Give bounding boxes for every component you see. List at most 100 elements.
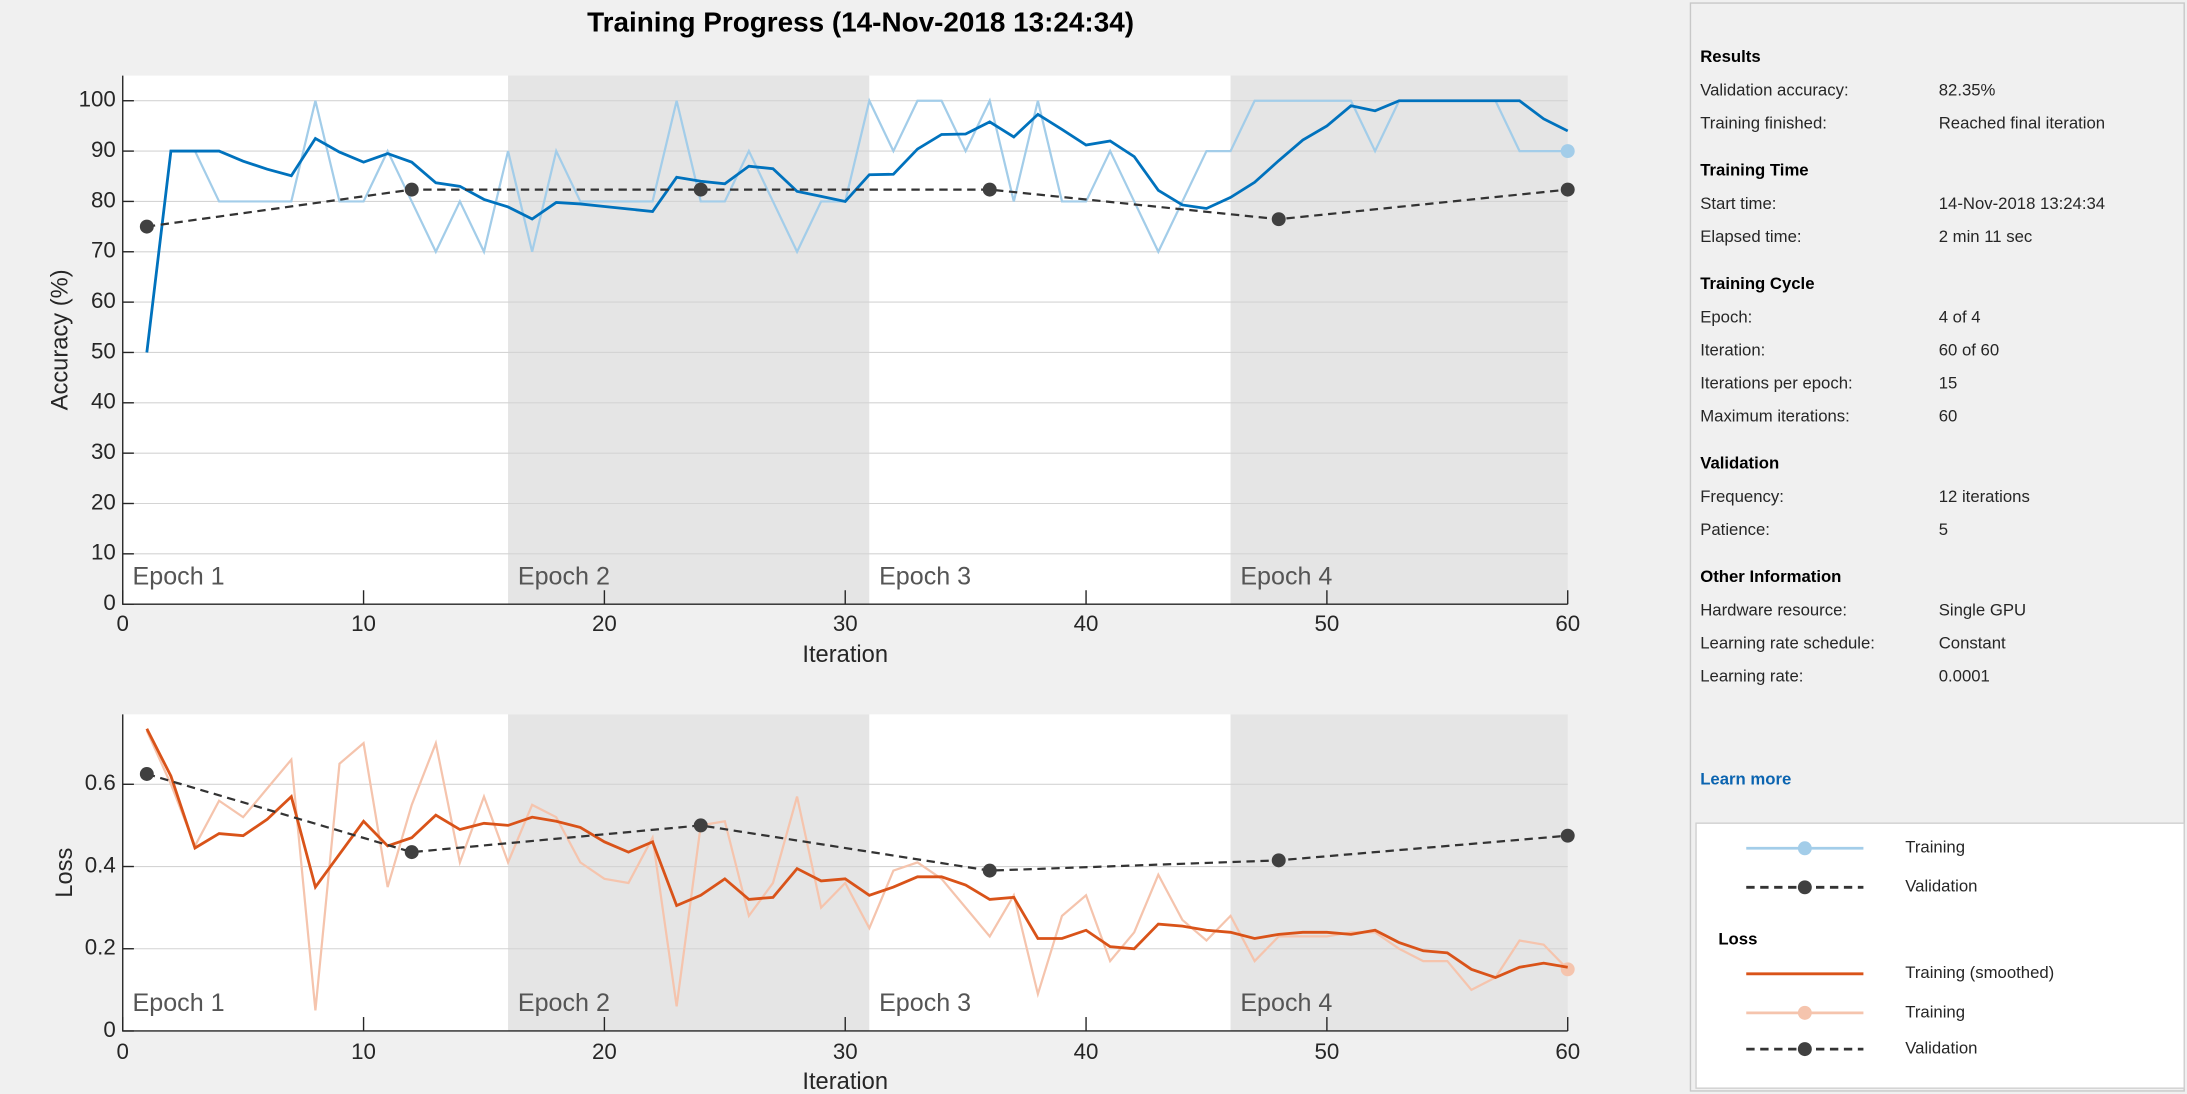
epoch-band [122, 714, 509, 1031]
epoch-band [1230, 75, 1568, 605]
y-axis-label: Accuracy (%) [48, 269, 74, 410]
legend-marker [1797, 1042, 1812, 1057]
validation-point [404, 182, 419, 197]
legend: Training (smoothed) Training Validation Los… [1718, 838, 2054, 1058]
y-tick-label: 0.2 [85, 935, 116, 960]
field-value: 82.35% [1939, 80, 1996, 99]
y-tick-label: 100 [79, 87, 116, 112]
epoch-label: Epoch 2 [518, 989, 610, 1017]
validation-point [982, 182, 997, 197]
field-label: Iteration: [1700, 340, 1765, 359]
series-line [145, 730, 1569, 1011]
y-tick-label: 60 [91, 288, 116, 313]
field-label: Frequency: [1700, 487, 1784, 506]
validation-point [139, 219, 154, 234]
learn-more-link[interactable]: Learn more [1700, 769, 1791, 788]
series-line [145, 97, 1568, 353]
x-axis-label: Iteration [802, 642, 888, 668]
x-tick-label: 0 [117, 611, 129, 636]
validation-point [1560, 828, 1575, 843]
legend-label: Training [1905, 838, 1965, 857]
epoch-band [508, 75, 870, 605]
x-tick-label: 60 [1555, 611, 1580, 636]
validation-point [1560, 182, 1575, 197]
y-tick-label: 0.4 [85, 852, 116, 877]
axes [122, 714, 1568, 1032]
y-tick-label: 0.6 [85, 770, 116, 795]
field-value: 0.0001 [1939, 667, 1990, 686]
y-tick-label: 0 [103, 1017, 115, 1042]
section-heading: Training Cycle [1700, 274, 1814, 293]
series-line [146, 188, 1568, 228]
field-label: Training finished: [1700, 113, 1827, 132]
validation-point [1271, 212, 1286, 227]
epoch-label: Epoch 1 [133, 562, 225, 590]
field-label: Epoch: [1700, 307, 1752, 326]
x-tick-label: 10 [351, 1039, 376, 1064]
legend-heading: Loss [1718, 930, 1757, 949]
field-value: 60 [1939, 407, 1958, 426]
legend-label: Validation [1905, 1039, 1977, 1058]
field-value: Single GPU [1939, 601, 2026, 620]
legend-box [1695, 822, 2185, 1089]
epoch-band [1230, 714, 1568, 1031]
section-heading: Training Time [1700, 160, 1808, 179]
x-tick-label: 10 [351, 611, 376, 636]
legend-label: Validation [1905, 877, 1977, 896]
field-label: Learning rate: [1700, 667, 1803, 686]
chart: Epoch 1 Epoch 2 Epoch 3 Epoch 4 0 0.2 0.4 0.6 0 1… [52, 714, 1580, 1094]
field-value: 60 of 60 [1939, 340, 1999, 359]
epoch-label: Epoch 1 [133, 989, 225, 1017]
x-tick-label: 40 [1074, 1039, 1099, 1064]
validation-point [982, 863, 997, 878]
field-value: 5 [1939, 520, 1948, 539]
epoch-label: Epoch 4 [1240, 989, 1332, 1017]
x-tick-label: 50 [1314, 1039, 1339, 1064]
x-tick-label: 40 [1074, 611, 1099, 636]
y-tick-label: 0 [103, 590, 115, 615]
y-tick-label: 80 [91, 187, 116, 212]
legend-label: Training (smoothed) [1905, 963, 2054, 982]
legend-marker [1797, 1005, 1812, 1020]
chart: Epoch 1 Epoch 2 Epoch 3 Epoch 4 0 10 20 30 40 50 6… [48, 75, 1580, 668]
field-value: Constant [1939, 634, 2006, 653]
series-line [145, 728, 1568, 980]
x-tick-label: 20 [592, 611, 617, 636]
legend-label: Training [1905, 1002, 1965, 1021]
epoch-label: Epoch 4 [1240, 562, 1332, 590]
validation-point [693, 182, 708, 197]
x-tick-label: 30 [833, 611, 858, 636]
epoch-band [869, 714, 1231, 1031]
epoch-band [122, 75, 509, 605]
x-tick-label: 0 [117, 1039, 129, 1064]
y-tick-label: 30 [91, 439, 116, 464]
epoch-label: Epoch 3 [879, 989, 971, 1017]
y-tick-label: 70 [91, 238, 116, 263]
field-label: Learning rate schedule: [1700, 634, 1875, 653]
field-label: Start time: [1700, 194, 1776, 213]
final-point [1560, 144, 1575, 159]
field-value: 2 min 11 sec [1939, 227, 2033, 246]
field-label: Validation accuracy: [1700, 80, 1848, 99]
series-line [145, 99, 1569, 353]
section-heading: Validation [1700, 454, 1779, 473]
validation-point [404, 845, 419, 860]
field-label: Patience: [1700, 520, 1770, 539]
section-heading: Other Information [1700, 567, 1841, 586]
section-heading: Results [1700, 47, 1760, 66]
epoch-band [869, 75, 1231, 605]
series-line [146, 772, 1568, 872]
y-tick-label: 40 [91, 389, 116, 414]
validation-point [139, 767, 154, 781]
y-tick-label: 90 [91, 137, 116, 162]
x-tick-label: 60 [1555, 1039, 1580, 1064]
y-tick-label: 20 [91, 489, 116, 514]
field-value: 12 iterations [1939, 487, 2030, 506]
validation-point [693, 818, 708, 833]
panel-content: Results Validation accuracy: 82.35% Trainin… [1700, 47, 2105, 788]
field-value: 14-Nov-2018 13:24:34 [1939, 194, 2105, 213]
field-label: Elapsed time: [1700, 227, 1801, 246]
y-tick-label: 10 [91, 540, 116, 565]
